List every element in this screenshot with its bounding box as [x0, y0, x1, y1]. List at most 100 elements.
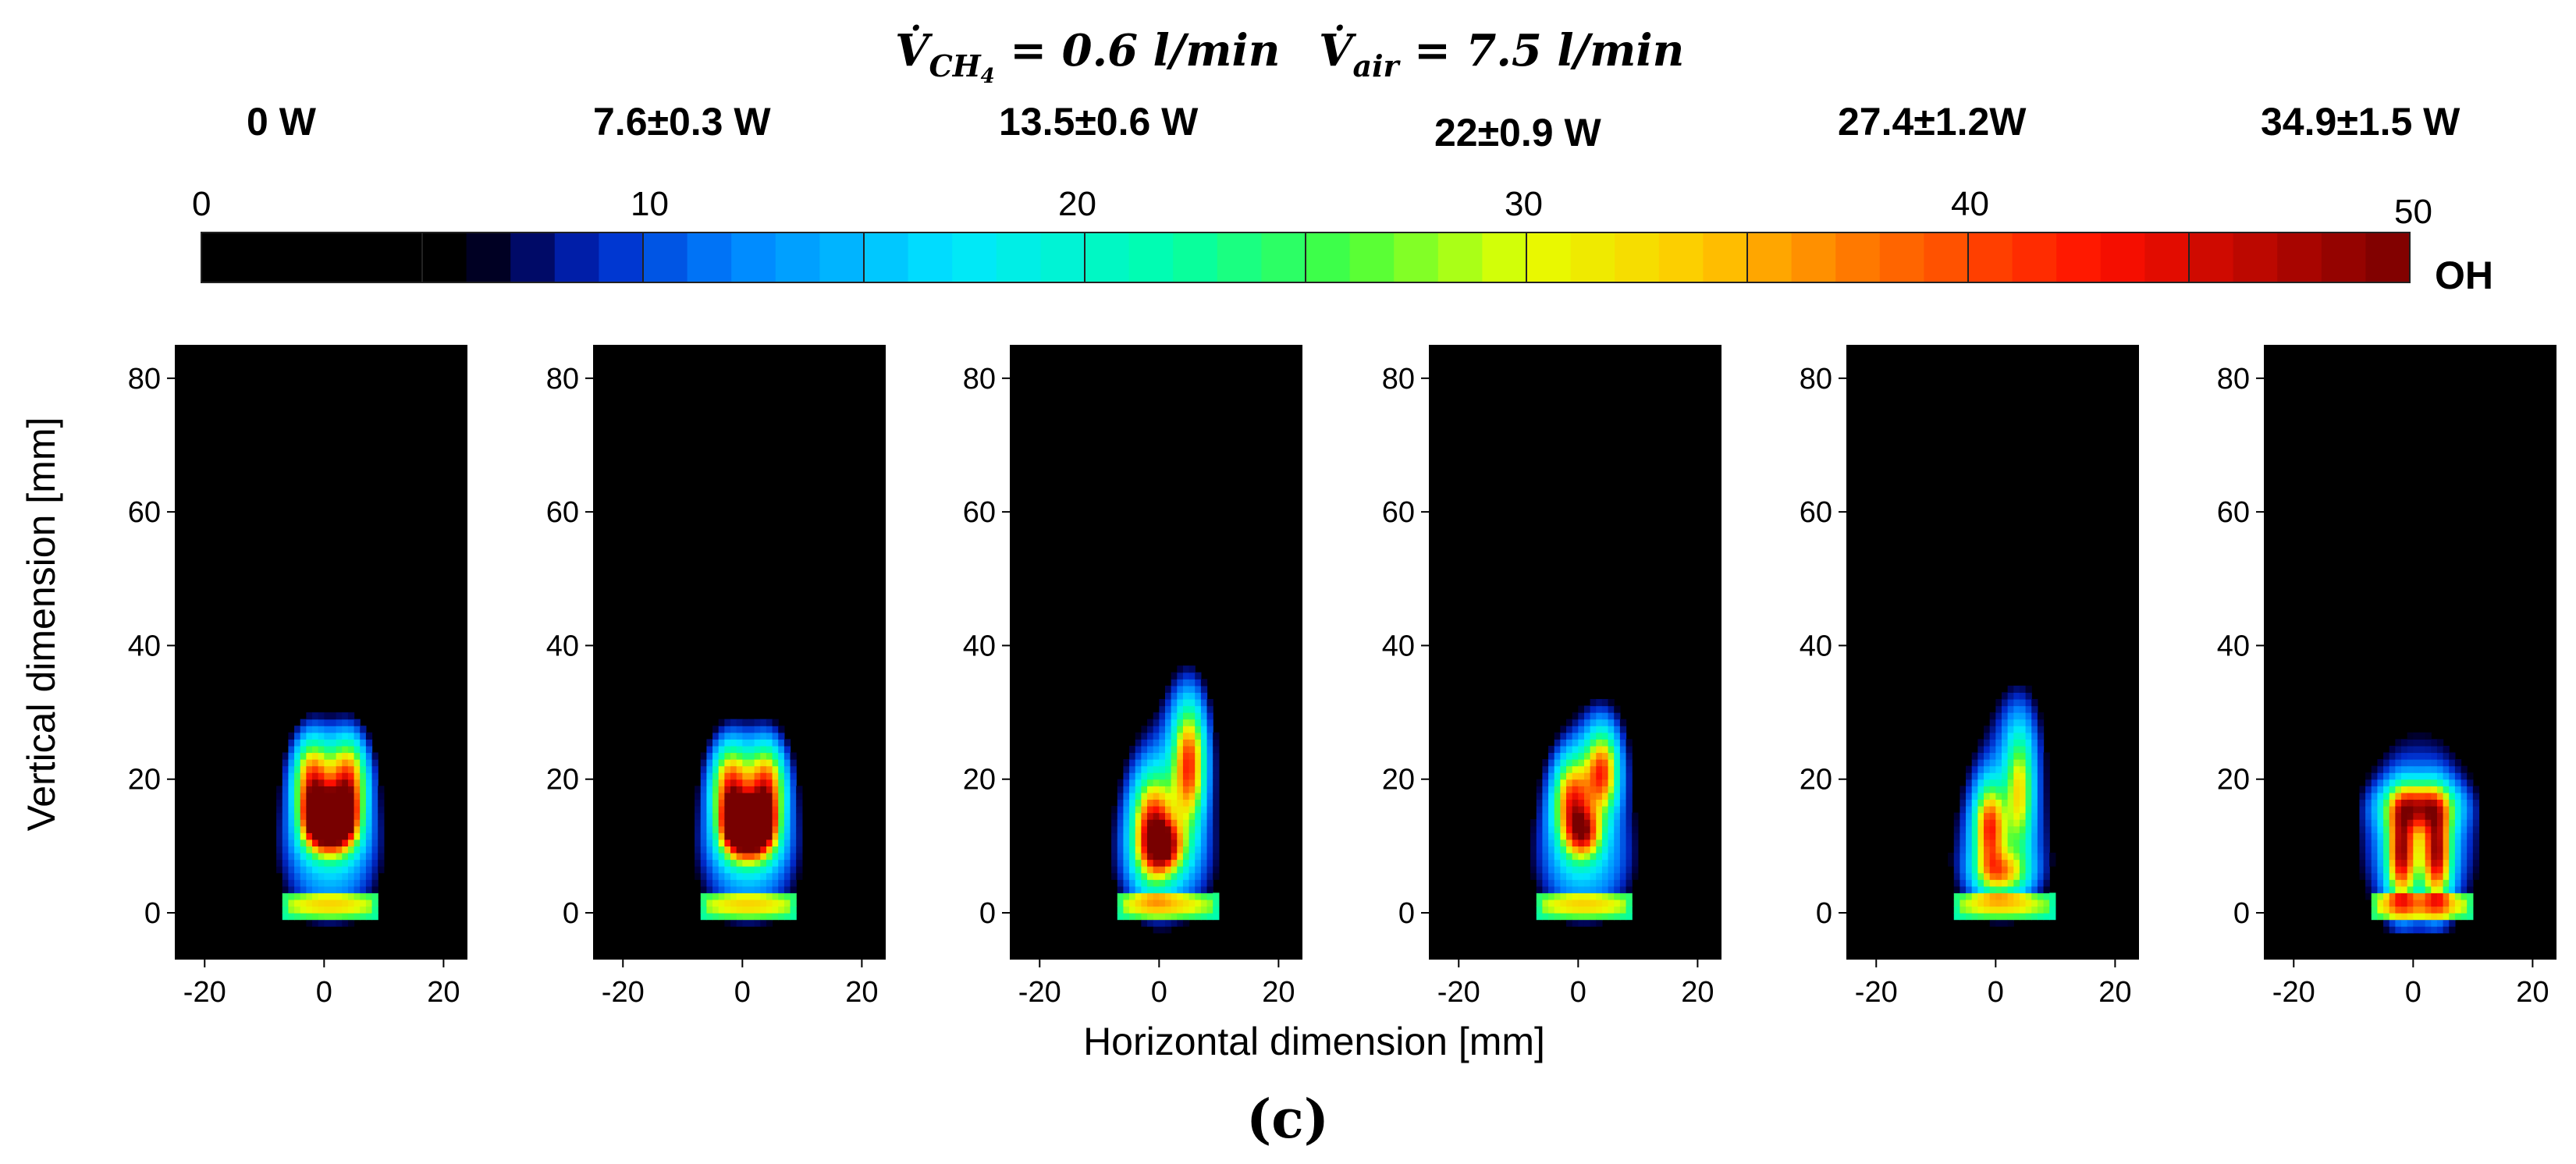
oh-cell [1566, 799, 1573, 807]
oh-cell [324, 712, 331, 720]
oh-cell [1626, 819, 1633, 827]
oh-cell [1590, 806, 1597, 814]
oh-cell [2395, 926, 2402, 934]
y-tick-label: 80 [546, 363, 579, 396]
oh-cell [712, 852, 720, 861]
oh-cell [347, 745, 355, 754]
oh-cell [736, 719, 743, 726]
oh-cell [1995, 846, 2002, 853]
oh-cell [742, 852, 749, 861]
oh-cell [1590, 786, 1597, 793]
oh-cell [2025, 726, 2032, 733]
oh-cell [288, 879, 295, 887]
oh-cell [360, 906, 367, 914]
oh-cell [712, 906, 720, 914]
oh-cell [712, 732, 720, 740]
oh-cell [2472, 786, 2480, 793]
oh-cell [2431, 872, 2438, 880]
oh-cell [2467, 872, 2474, 880]
oh-cell [760, 772, 767, 780]
oh-cell [312, 906, 319, 914]
oh-cell [2436, 792, 2444, 800]
x-tick-label: 0 [316, 976, 332, 1009]
oh-cell [1182, 872, 1190, 880]
oh-cell [1195, 799, 1202, 807]
oh-cell [360, 765, 367, 773]
oh-cell [1123, 812, 1130, 820]
oh-cell [1989, 879, 1996, 887]
oh-cell [1195, 879, 1202, 887]
oh-cell [2383, 859, 2390, 867]
oh-cell [2413, 745, 2420, 754]
oh-cell [1141, 866, 1148, 874]
oh-cell [1164, 839, 1172, 846]
oh-cell [1626, 745, 1633, 754]
oh-cell [2395, 885, 2402, 893]
oh-cell [2031, 726, 2038, 733]
oh-cell [2413, 832, 2420, 840]
oh-cell [1554, 806, 1561, 814]
oh-cell [306, 712, 313, 720]
oh-cell [1206, 812, 1213, 820]
y-tick-label: 80 [128, 363, 161, 396]
oh-cell [276, 852, 283, 861]
oh-cell [1583, 879, 1591, 887]
oh-cell [2031, 712, 2038, 720]
oh-cell [1200, 799, 1208, 807]
oh-cell [2454, 913, 2462, 921]
oh-cell [2395, 772, 2402, 780]
oh-cell [700, 839, 708, 846]
oh-cell [1578, 806, 1585, 814]
x-tick-label: 20 [2098, 976, 2131, 1009]
oh-cell [1554, 872, 1561, 880]
oh-cell [1129, 752, 1136, 760]
oh-cell [336, 899, 343, 907]
oh-cell [1164, 913, 1172, 921]
oh-cell [1159, 705, 1166, 713]
oh-cell [1177, 792, 1184, 800]
oh-cell [1590, 919, 1597, 927]
x-tick-label: 20 [2516, 976, 2549, 1009]
oh-cell [2043, 832, 2050, 840]
oh-cell [2431, 866, 2438, 874]
oh-cell [1989, 913, 1996, 921]
oh-cell [1182, 919, 1190, 927]
oh-cell [1213, 872, 1220, 880]
oh-cell [329, 859, 337, 867]
oh-cell [2467, 799, 2474, 807]
oh-cell [2007, 705, 2014, 713]
oh-cell [760, 846, 767, 853]
oh-cell [1141, 906, 1148, 914]
oh-cell [1596, 872, 1603, 880]
oh-cell [354, 893, 361, 900]
oh-cell [1578, 812, 1585, 820]
oh-cell [760, 866, 767, 874]
oh-cell [724, 752, 731, 760]
oh-cell [1989, 819, 1996, 827]
oh-cell [2454, 839, 2462, 846]
oh-cell [1117, 825, 1125, 833]
x-axis-label: Horizontal dimension [mm] [1083, 1020, 1545, 1063]
oh-cell [2365, 859, 2372, 867]
oh-cell [1619, 812, 1627, 820]
oh-cell [300, 885, 307, 893]
colorbar-segment [1879, 232, 1924, 282]
oh-cell [2407, 872, 2414, 880]
oh-cell [1548, 819, 1555, 827]
oh-cell [1542, 819, 1549, 827]
oh-cell [1182, 786, 1190, 793]
oh-cell [294, 765, 301, 773]
oh-cell [1111, 872, 1118, 880]
oh-cell [1182, 899, 1190, 907]
oh-cell [1554, 852, 1561, 861]
oh-cell [2436, 846, 2444, 853]
oh-cell [1206, 872, 1213, 880]
oh-cell [2019, 759, 2027, 767]
oh-cell [1984, 825, 1991, 833]
oh-cell [2031, 752, 2038, 760]
oh-cell [329, 846, 337, 853]
oh-cell [1141, 859, 1148, 867]
x-tick-label: 20 [845, 976, 878, 1009]
oh-cell [1560, 893, 1567, 900]
oh-cell [1177, 692, 1184, 700]
